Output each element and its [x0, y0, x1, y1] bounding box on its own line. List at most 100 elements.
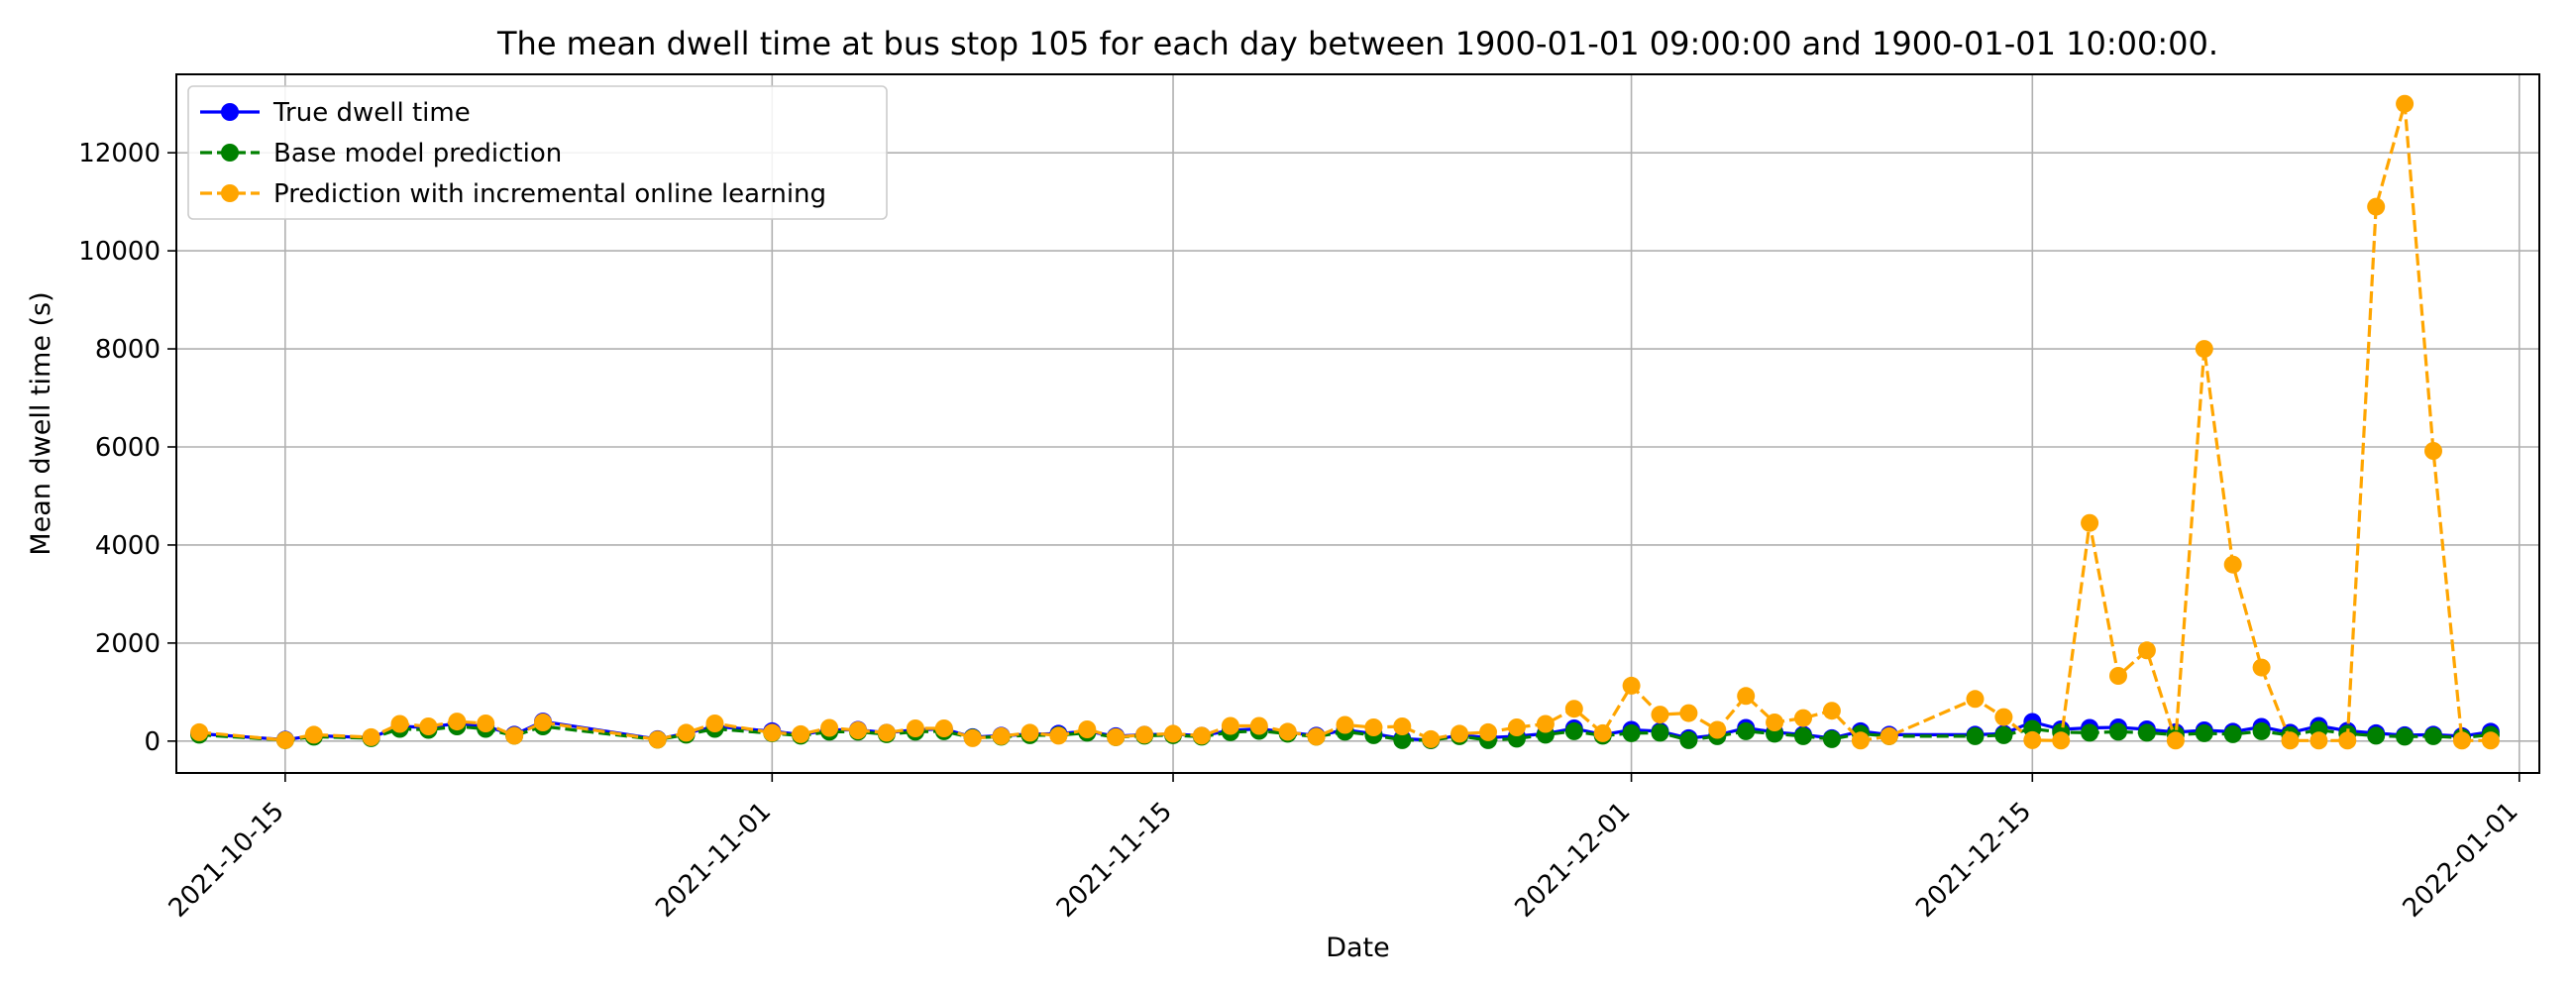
data-point — [1450, 724, 1469, 743]
data-point — [2223, 724, 2242, 743]
y-tick-label: 10000 — [78, 237, 161, 267]
data-point — [1994, 725, 2013, 744]
data-point — [1049, 726, 1068, 745]
data-point — [1249, 716, 1268, 735]
plot-series — [190, 94, 2500, 750]
data-point — [1994, 708, 2013, 726]
data-point — [190, 722, 209, 741]
data-point — [1851, 731, 1870, 750]
data-point — [275, 730, 294, 749]
data-point — [763, 723, 782, 742]
y-tick-label: 12000 — [78, 139, 161, 168]
data-point — [992, 726, 1011, 745]
data-point — [2309, 731, 2328, 750]
data-point — [505, 726, 524, 745]
data-point — [2195, 723, 2213, 742]
data-point — [2023, 730, 2042, 749]
data-point — [1107, 727, 1126, 746]
data-point — [1020, 723, 1039, 742]
data-point — [1164, 724, 1182, 743]
data-point — [2252, 721, 2271, 740]
data-point — [1593, 723, 1612, 742]
data-point — [1737, 687, 1756, 706]
chart-title: The mean dwell time at bus stop 105 for … — [496, 25, 2218, 62]
data-point — [362, 727, 380, 746]
data-point — [2137, 723, 2156, 742]
data-point — [1622, 723, 1641, 742]
data-point — [1651, 723, 1669, 742]
data-point — [1192, 726, 1211, 745]
data-point — [1679, 704, 1698, 722]
data-point — [2109, 722, 2127, 741]
data-point — [2081, 513, 2099, 532]
data-point — [2481, 731, 2500, 750]
data-point — [2223, 555, 2242, 574]
y-axis-label: Mean dwell time (s) — [26, 291, 56, 555]
data-point — [477, 715, 495, 732]
data-point — [1479, 722, 1497, 741]
legend: True dwell time Base model prediction Pred… — [187, 85, 888, 220]
data-point — [2109, 667, 2127, 685]
data-point — [390, 715, 409, 733]
data-point — [877, 723, 896, 742]
data-point — [2052, 731, 2071, 750]
data-point — [1794, 726, 1812, 745]
data-point — [1622, 676, 1641, 695]
data-point — [1822, 702, 1841, 720]
data-point — [2396, 94, 2415, 113]
data-point — [1564, 700, 1583, 718]
data-point — [1135, 725, 1154, 744]
data-point — [2424, 442, 2442, 460]
data-point — [934, 719, 953, 737]
legend-swatch-marker — [221, 103, 239, 121]
legend-swatch-marker — [221, 184, 239, 202]
data-point — [1564, 721, 1583, 740]
data-point — [820, 718, 839, 737]
legend-label: Base model prediction — [273, 139, 562, 168]
data-point — [2252, 658, 2271, 677]
data-point — [1822, 729, 1841, 748]
data-point — [2281, 731, 2300, 750]
data-point — [1879, 726, 1898, 745]
data-point — [1679, 730, 1698, 749]
data-point — [1966, 690, 1985, 709]
data-point — [1364, 718, 1383, 736]
data-point — [2166, 731, 2185, 750]
data-point — [2338, 731, 2357, 750]
plot-frame — [175, 73, 2540, 774]
y-tick-label: 4000 — [95, 531, 161, 561]
y-tick-label: 0 — [144, 727, 161, 757]
series-3 — [190, 94, 2500, 750]
data-point — [1794, 709, 1812, 727]
data-point — [2396, 727, 2415, 746]
data-point — [534, 714, 552, 731]
legend-box — [187, 85, 888, 220]
x-axis-label: Date — [1326, 933, 1390, 963]
data-point — [1307, 727, 1326, 746]
data-point — [1536, 715, 1555, 733]
data-point — [792, 724, 810, 743]
data-point — [1393, 717, 1412, 735]
data-point — [1422, 729, 1441, 748]
y-tick-label: 8000 — [95, 335, 161, 365]
data-point — [2367, 197, 2386, 216]
data-point — [1766, 714, 1784, 731]
data-point — [648, 730, 667, 749]
data-point — [705, 715, 724, 732]
legend-label: Prediction with incremental online learn… — [273, 179, 826, 209]
data-point — [1507, 718, 1526, 736]
data-point — [1278, 722, 1297, 741]
data-point — [419, 717, 438, 735]
data-point — [677, 723, 696, 742]
data-point — [2195, 340, 2213, 359]
data-point — [1336, 716, 1354, 734]
data-point — [2367, 726, 2386, 745]
data-point — [1708, 720, 1727, 739]
data-point — [1651, 706, 1669, 724]
data-point — [1737, 721, 1756, 740]
data-point — [1078, 720, 1097, 738]
data-point — [849, 721, 867, 739]
legend-label: True dwell time — [272, 98, 471, 128]
y-tick-label: 6000 — [95, 433, 161, 463]
